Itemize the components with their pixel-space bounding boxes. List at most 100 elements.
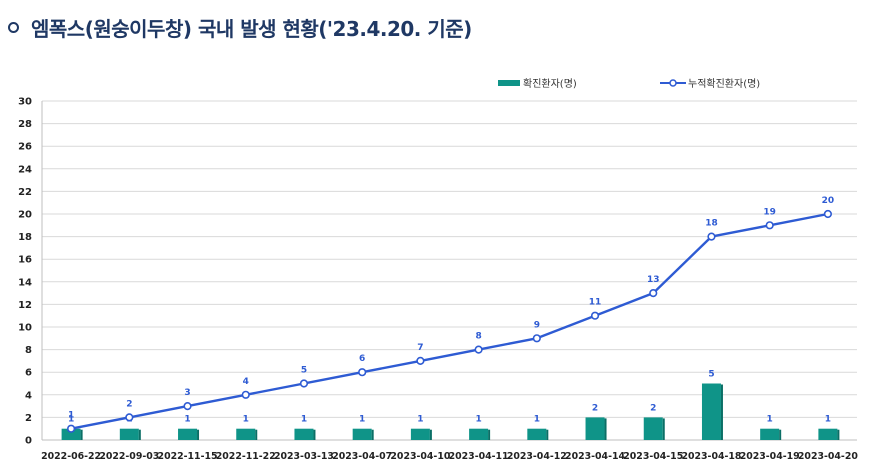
- line-data-label: 20: [822, 196, 835, 206]
- y-tick-label: 8: [25, 345, 32, 356]
- legend-line-marker: [669, 79, 677, 87]
- bar-shadow: [197, 429, 200, 440]
- bar-shadow: [488, 429, 491, 440]
- bar: [352, 428, 372, 440]
- y-tick-label: 30: [18, 97, 32, 108]
- bar: [818, 428, 838, 440]
- line-data-label: 19: [763, 207, 776, 217]
- y-tick-label: 6: [25, 368, 32, 379]
- bar-data-label: 1: [475, 415, 481, 425]
- y-tick-label: 10: [18, 323, 32, 334]
- bar: [410, 428, 430, 440]
- bar-shadow: [546, 429, 549, 440]
- x-tick-label: 2022-11-22: [216, 451, 276, 462]
- y-tick-label: 22: [18, 187, 32, 198]
- x-tick-label: 2023-04-14: [565, 451, 625, 462]
- bar: [643, 417, 663, 440]
- bar-data-label: 1: [417, 415, 423, 425]
- line-data-label: 6: [359, 354, 365, 364]
- bar-shadow: [255, 429, 258, 440]
- bar-data-label: 1: [243, 415, 249, 425]
- bar-shadow: [720, 384, 723, 440]
- line-data-label: 8: [475, 332, 481, 342]
- x-tick-label: 2023-04-15: [623, 451, 683, 462]
- line-data-label: 5: [301, 366, 307, 376]
- bar: [61, 428, 81, 440]
- x-tick-label: 2023-04-20: [798, 451, 858, 462]
- bar: [469, 428, 489, 440]
- bar-data-label: 1: [825, 415, 831, 425]
- line-point: [125, 413, 134, 422]
- bar-data-label: 1: [359, 415, 365, 425]
- bar-shadow: [371, 429, 374, 440]
- x-tick-label: 2023-04-07: [332, 451, 392, 462]
- x-tick-label: 2022-06-22: [41, 451, 101, 462]
- bar-data-label: 1: [184, 415, 190, 425]
- bar: [585, 417, 605, 440]
- line-point: [765, 221, 774, 230]
- bar-shadow: [313, 429, 316, 440]
- bar: [294, 428, 314, 440]
- bar-shadow: [662, 418, 665, 440]
- bar-shadow: [138, 429, 141, 440]
- bar: [527, 428, 547, 440]
- bar: [178, 428, 198, 440]
- line-data-label: 13: [647, 275, 660, 285]
- x-tick-label: 2023-04-10: [390, 451, 450, 462]
- line-point: [416, 356, 425, 366]
- bar-data-label: 1: [301, 415, 307, 425]
- line-point: [707, 232, 716, 241]
- page-title: 엠폭스(원숭이두창) 국내 발생 현황('23.4.20. 기준): [31, 16, 472, 41]
- x-tick-label: 2023-04-19: [740, 451, 800, 462]
- legend-line-label: 누적확진환자(명): [688, 78, 760, 90]
- y-tick-label: 4: [25, 390, 32, 401]
- y-tick-label: 2: [25, 413, 32, 424]
- line-data-label: 18: [705, 219, 718, 229]
- line-point: [532, 334, 541, 343]
- x-tick-label: 2023-03-13: [274, 451, 334, 462]
- line-data-label: 9: [534, 320, 540, 330]
- y-tick-label: 18: [18, 232, 32, 243]
- line-data-label: 2: [126, 399, 132, 409]
- line-data-label: 1: [68, 411, 74, 421]
- line-point: [358, 368, 367, 377]
- legend-bar-swatch: [498, 80, 520, 86]
- bar-shadow: [604, 418, 607, 440]
- bar-data-label: 1: [534, 415, 540, 425]
- y-tick-label: 0: [25, 436, 32, 447]
- bar-data-label: 2: [592, 403, 598, 413]
- line-point: [241, 390, 250, 399]
- line-data-label: 3: [184, 388, 190, 398]
- bar-shadow: [779, 429, 782, 440]
- line-point: [823, 209, 832, 219]
- y-tick-label: 28: [18, 119, 32, 130]
- y-tick-label: 26: [18, 142, 32, 153]
- y-tick-label: 24: [18, 164, 32, 175]
- bar-shadow: [429, 429, 432, 440]
- legend-bar-label: 확진환자(명): [523, 78, 577, 90]
- line-data-label: 4: [243, 377, 249, 387]
- series-line: [70, 212, 829, 430]
- title-row: 엠폭스(원숭이두창) 국내 발생 현황('23.4.20. 기준): [8, 10, 472, 44]
- line-point: [299, 379, 309, 388]
- x-tick-label: 2022-09-03: [99, 451, 159, 462]
- x-tick-label: 2022-11-15: [158, 451, 218, 462]
- line-point: [67, 424, 76, 433]
- bar-data-label: 5: [708, 370, 714, 380]
- bar-shadow: [837, 429, 840, 440]
- line-point: [474, 345, 483, 354]
- bar: [701, 383, 721, 440]
- x-tick-label: 2023-04-11: [449, 451, 509, 462]
- line-point: [649, 289, 658, 298]
- bar-data-label: 1: [767, 415, 773, 425]
- bar: [760, 428, 780, 440]
- line-point: [590, 311, 600, 320]
- y-tick-label: 14: [18, 277, 32, 288]
- y-tick-label: 20: [18, 210, 32, 221]
- bar-shadow: [80, 429, 83, 440]
- y-tick-label: 16: [18, 255, 32, 266]
- line-data-label: 7: [417, 343, 423, 353]
- bar: [119, 428, 139, 440]
- bar-data-label: 2: [650, 403, 656, 413]
